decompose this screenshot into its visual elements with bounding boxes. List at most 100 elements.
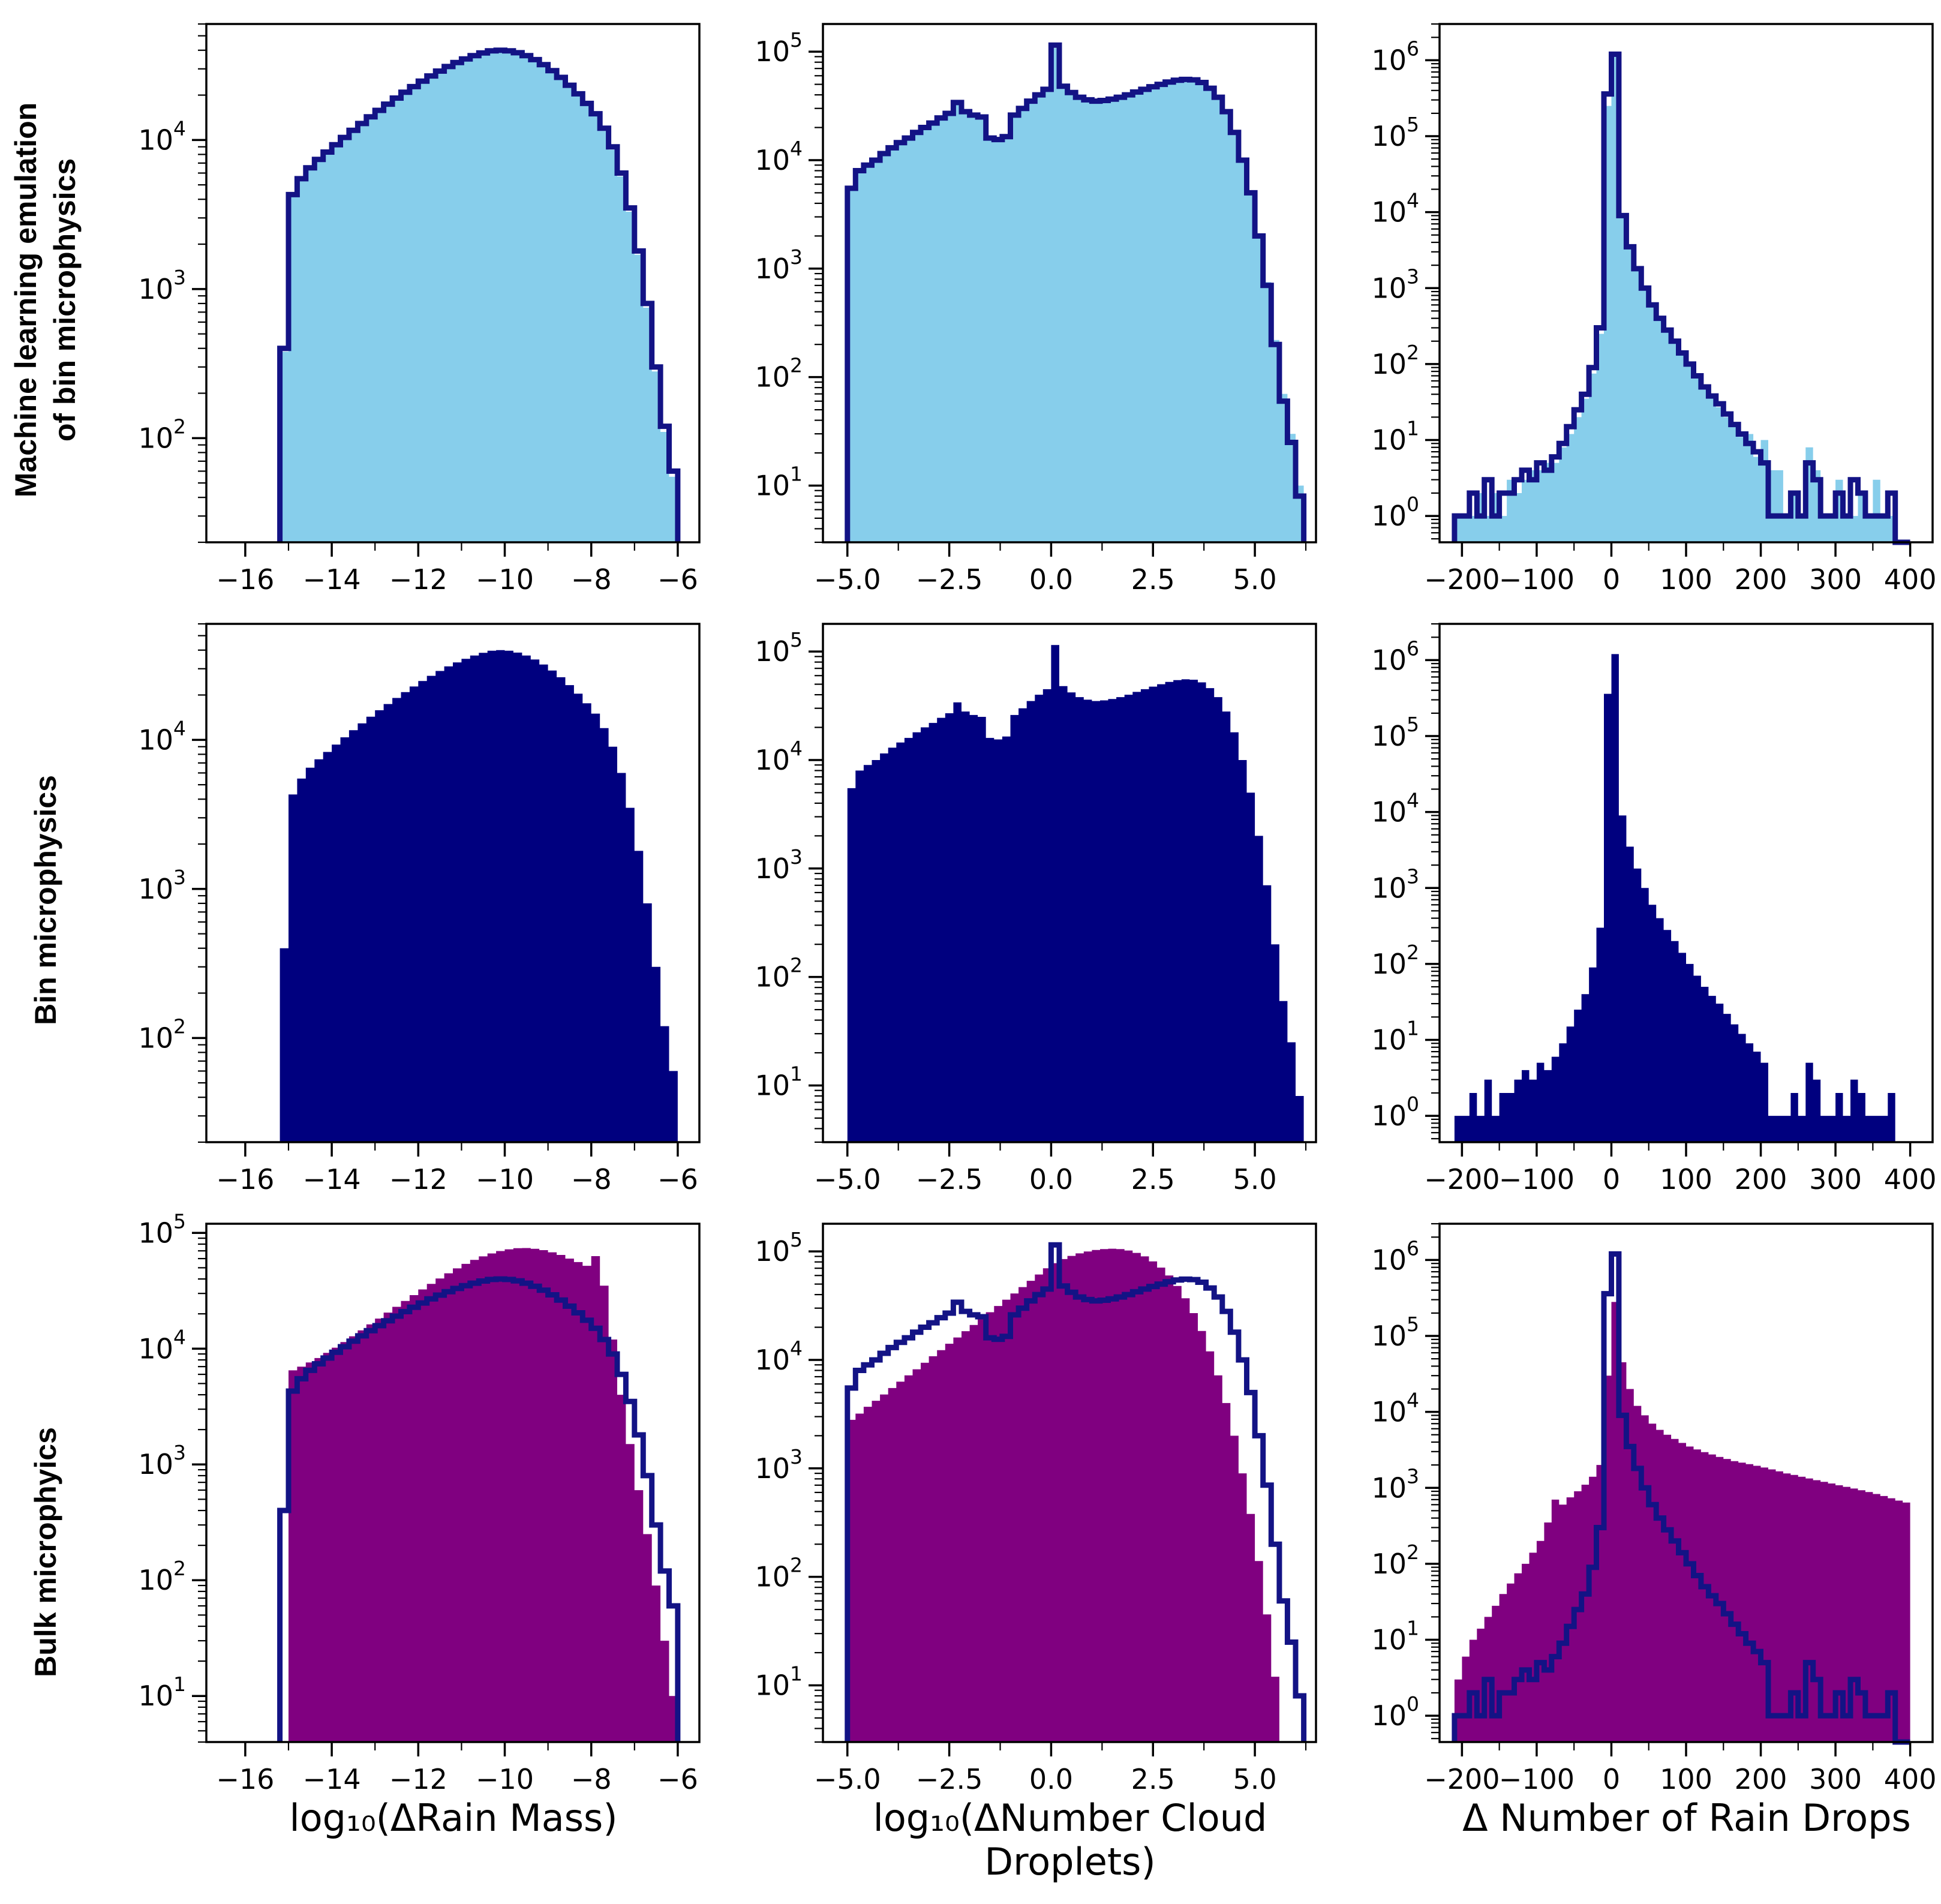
svg-text:2.5: 2.5 (1131, 563, 1175, 596)
svg-text:0.0: 0.0 (1029, 1163, 1073, 1196)
svg-text:−16: −16 (216, 563, 274, 596)
svg-text:−8: −8 (571, 1163, 612, 1196)
histogram-panel-rain-drops: 100 101 102 103 104 105 106 −200−100 0 100 200 300 4… (1371, 1223, 1937, 1795)
svg-text:102: 102 (755, 1554, 803, 1593)
svg-text:100: 100 (1371, 1692, 1419, 1732)
svg-text:−12: −12 (389, 1763, 447, 1795)
row-label-ml-emulation: Machine learning emulation of bin microp… (0, 0, 91, 600)
svg-text:104: 104 (138, 116, 186, 156)
svg-text:−200: −200 (1424, 1763, 1500, 1795)
svg-text:103: 103 (138, 866, 186, 905)
svg-text:103: 103 (138, 266, 186, 305)
svg-text:400: 400 (1884, 1163, 1937, 1196)
svg-text:0: 0 (1603, 563, 1620, 596)
x-axis-label-cloud-droplets: log₁₀(ΔNumber Cloud Droplets) (873, 1796, 1267, 1884)
histogram-panel-bin-rain-mass: 102 103 104 −16 −14 −12 −10 −8 −6 (138, 623, 701, 1196)
svg-text:103: 103 (1371, 864, 1419, 904)
svg-text:102: 102 (1371, 941, 1419, 980)
svg-text:102: 102 (755, 954, 803, 993)
svg-text:200: 200 (1735, 1163, 1787, 1196)
svg-text:300: 300 (1809, 563, 1862, 596)
svg-text:−5.0: −5.0 (814, 1763, 881, 1795)
svg-text:400: 400 (1884, 1763, 1937, 1795)
svg-text:−6: −6 (657, 1763, 698, 1795)
svg-text:103: 103 (1371, 265, 1419, 304)
histogram-panel-ml-cloud-droplets: 101 102 103 104 105 −5.0 −2.5 0.0 2.5 5.0 (755, 23, 1317, 596)
svg-text:106: 106 (1371, 37, 1419, 76)
svg-text:106: 106 (1371, 636, 1419, 676)
svg-text:−100: −100 (1499, 1763, 1575, 1795)
svg-text:104: 104 (138, 716, 186, 756)
row-label-line: of bin microphysics (48, 158, 82, 442)
svg-text:−2.5: −2.5 (916, 563, 983, 596)
svg-text:102: 102 (138, 1557, 186, 1596)
svg-text:100: 100 (1371, 492, 1419, 532)
svg-text:5.0: 5.0 (1233, 563, 1277, 596)
svg-text:2.5: 2.5 (1131, 1163, 1175, 1196)
svg-text:−12: −12 (389, 563, 447, 596)
svg-text:102: 102 (1371, 1540, 1419, 1580)
svg-text:−10: −10 (476, 563, 534, 596)
svg-text:101: 101 (1371, 416, 1419, 456)
svg-text:104: 104 (755, 1337, 803, 1376)
svg-text:0.0: 0.0 (1029, 1763, 1073, 1795)
svg-text:105: 105 (755, 28, 803, 68)
svg-text:103: 103 (755, 845, 803, 885)
svg-text:−8: −8 (571, 563, 612, 596)
panel-cell: 101 102 103 104 105 −5.0 −2.5 0.0 2.5 5.0 log₁₀(Δ… (708, 1200, 1324, 1904)
panel-cell: 102 103 104 −16 −14 −12 −10 −8 −6 (91, 600, 708, 1200)
histogram-panel-bulk-rain-mass: 101 102 103 104 105 −16 −14 −12 −10 −8 −6 (138, 1209, 701, 1795)
svg-text:101: 101 (755, 1062, 803, 1101)
svg-text:−16: −16 (216, 1163, 274, 1196)
svg-text:−14: −14 (303, 1163, 361, 1196)
svg-text:−200: −200 (1424, 1163, 1500, 1196)
panel-cell: 100 101 102 103 104 105 106 −200 −100 0 100 200 300 4… (1324, 0, 1941, 600)
panel-cell: 100 101 102 103 104 105 106 −200 −100 0 100 200 300 4… (1324, 600, 1941, 1200)
panel-cell: 102 103 104 −16 −14 −12 −10 −8 −6 (91, 0, 708, 600)
svg-text:−10: −10 (476, 1163, 534, 1196)
svg-text:−6: −6 (657, 563, 698, 596)
histogram-panel-ml-rain-mass: 102 103 104 −16 −14 −12 −10 −8 −6 (138, 23, 701, 596)
svg-text:100: 100 (1660, 1763, 1712, 1795)
svg-text:−2.5: −2.5 (916, 1763, 983, 1795)
row-label-line: Bin microphysics (28, 774, 62, 1025)
svg-text:100: 100 (1371, 1092, 1419, 1132)
svg-text:101: 101 (755, 1662, 803, 1701)
svg-text:−2.5: −2.5 (916, 1163, 983, 1196)
svg-text:−100: −100 (1499, 563, 1575, 596)
svg-text:101: 101 (138, 1672, 186, 1712)
svg-text:104: 104 (1371, 1389, 1419, 1428)
row-label-line: Machine learning emulation (9, 102, 43, 498)
svg-text:0.0: 0.0 (1029, 563, 1073, 596)
histogram-panel-bin-rain-drops: 100 101 102 103 104 105 106 −200−100 0 100 200 300 4… (1371, 623, 1937, 1196)
svg-text:−14: −14 (303, 1763, 361, 1795)
svg-text:103: 103 (755, 245, 803, 285)
svg-text:300: 300 (1809, 1163, 1862, 1196)
x-axis-label-rain-drops: Δ Number of Rain Drops (1462, 1796, 1911, 1840)
histogram-panel-bin-cloud-droplets: 101 102 103 104 105 −5.0 −2.5 0.0 2.5 5.0 (755, 623, 1317, 1196)
svg-text:105: 105 (755, 1228, 803, 1268)
svg-text:0: 0 (1603, 1163, 1620, 1196)
svg-text:400: 400 (1884, 563, 1937, 596)
svg-text:102: 102 (138, 415, 186, 454)
svg-text:103: 103 (138, 1441, 186, 1480)
svg-text:−6: −6 (657, 1163, 698, 1196)
svg-text:102: 102 (138, 1014, 186, 1054)
svg-text:104: 104 (755, 137, 803, 176)
svg-text:300: 300 (1809, 1763, 1862, 1795)
panel-cell: 101 102 103 104 105 −5.0 −2.5 0.0 2.5 5.0 (708, 0, 1324, 600)
svg-text:104: 104 (138, 1325, 186, 1365)
svg-text:−8: −8 (571, 1763, 612, 1795)
svg-text:0: 0 (1603, 1763, 1620, 1795)
svg-text:102: 102 (755, 354, 803, 394)
svg-text:2.5: 2.5 (1131, 1763, 1175, 1795)
row-label-line: Bulk microphyics (28, 1427, 62, 1677)
svg-text:106: 106 (1371, 1236, 1419, 1276)
svg-text:−14: −14 (303, 563, 361, 596)
svg-text:105: 105 (755, 628, 803, 668)
svg-text:5.0: 5.0 (1233, 1763, 1277, 1795)
svg-text:104: 104 (755, 737, 803, 776)
svg-text:101: 101 (755, 462, 803, 501)
svg-text:105: 105 (1371, 713, 1419, 752)
